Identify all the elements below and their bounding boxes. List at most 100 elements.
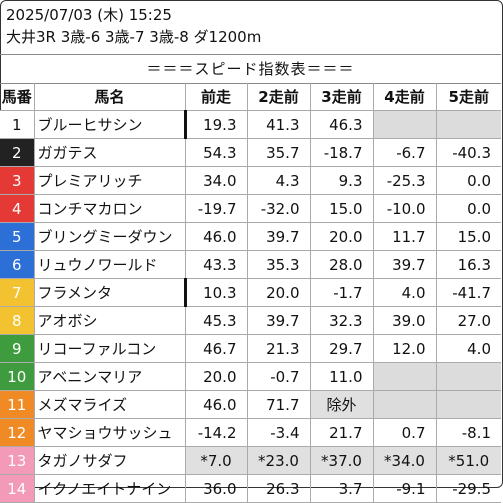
- speed-index-cell: *37.0: [310, 446, 374, 475]
- speed-index-cell: -32.0: [247, 194, 311, 223]
- col-header-name: 馬名: [34, 83, 186, 111]
- speed-index-cell: 4.0: [373, 278, 437, 307]
- speed-index-cell: 45.3: [185, 306, 248, 335]
- table-row: 1 ブルーヒサシン 19.3 41.3 46.3: [0, 110, 501, 139]
- horse-name: ガガテス: [34, 138, 186, 167]
- speed-index-table: 馬番 馬名 前走 2走前 3走前 4走前 5走前 1 ブルーヒサシン 19.3 41.…: [0, 83, 501, 503]
- horse-name: メズマライズ: [34, 390, 186, 419]
- horse-number: 6: [0, 250, 35, 279]
- speed-index-cell: 39.0: [373, 306, 437, 335]
- table-row: 8 アオボシ 45.3 39.7 32.3 39.0 27.0: [0, 306, 501, 335]
- speed-index-cell: 46.0: [185, 390, 248, 419]
- speed-index-cell: -18.7: [310, 138, 374, 167]
- horse-number: 11: [0, 390, 35, 419]
- table-row: 5 ブリングミーダウン 46.0 39.7 20.0 11.7 15.0: [0, 222, 501, 251]
- speed-index-cell: 15.0: [310, 194, 374, 223]
- col-header-4th: 4走前: [373, 83, 437, 111]
- speed-index-cell: 19.3: [185, 110, 248, 139]
- speed-index-cell: *7.0: [185, 446, 248, 475]
- speed-index-cell: [436, 110, 501, 139]
- race-datetime: 2025/07/03 (木) 15:25: [6, 6, 172, 24]
- speed-index-cell: 20.0: [185, 362, 248, 391]
- speed-index-cell: 54.3: [185, 138, 248, 167]
- col-header-2nd: 2走前: [247, 83, 311, 111]
- race-info: 大井3R 3歳-6 3歳-7 3歳-8 ダ1200m: [6, 28, 262, 46]
- horse-number: 4: [0, 194, 35, 223]
- speed-index-cell: -0.7: [247, 362, 311, 391]
- speed-index-cell: 3.7: [310, 474, 374, 503]
- col-header-last: 前走: [185, 83, 248, 111]
- speed-index-cell: *23.0: [247, 446, 311, 475]
- speed-index-cell: 26.3: [247, 474, 311, 503]
- col-header-5th: 5走前: [436, 83, 501, 111]
- horse-name: ヤマショウサッシュ: [34, 418, 186, 447]
- table-row: 14 イクノエイトナイン 36.0 26.3 3.7 -9.1 -29.5: [0, 474, 501, 503]
- table-title: ＝＝＝スピード指数表＝＝＝: [0, 54, 501, 84]
- table-row: 6 リュウノワールド 43.3 35.3 28.0 39.7 16.3: [0, 250, 501, 279]
- header-row: 馬番 馬名 前走 2走前 3走前 4走前 5走前: [0, 83, 501, 111]
- speed-index-cell: 0.7: [373, 418, 437, 447]
- speed-index-cell: [373, 362, 437, 391]
- speed-index-cell: 9.3: [310, 166, 374, 195]
- speed-index-cell: -29.5: [436, 474, 501, 503]
- speed-index-cell: 32.3: [310, 306, 374, 335]
- speed-index-cell: 4.0: [436, 334, 501, 363]
- speed-index-cell: 39.7: [247, 306, 311, 335]
- speed-index-cell: 43.3: [185, 250, 248, 279]
- speed-index-cell: 41.3: [247, 110, 311, 139]
- speed-index-cell: -9.1: [373, 474, 437, 503]
- speed-index-cell: 15.0: [436, 222, 501, 251]
- speed-index-cell: -25.3: [373, 166, 437, 195]
- horse-number: 12: [0, 418, 35, 447]
- speed-index-cell: 10.3: [185, 278, 248, 307]
- speed-index-cell: 16.3: [436, 250, 501, 279]
- table-row: 2 ガガテス 54.3 35.7 -18.7 -6.7 -40.3: [0, 138, 501, 167]
- speed-index-cell: 36.0: [185, 474, 248, 503]
- speed-index-cell: 21.3: [247, 334, 311, 363]
- speed-index-cell: [436, 390, 501, 419]
- speed-index-cell: [373, 110, 437, 139]
- speed-index-cell: *34.0: [373, 446, 437, 475]
- speed-index-cell: -40.3: [436, 138, 501, 167]
- speed-index-cell: -14.2: [185, 418, 248, 447]
- speed-index-cell: 34.0: [185, 166, 248, 195]
- col-header-number: 馬番: [0, 83, 35, 111]
- speed-index-cell: 46.3: [310, 110, 374, 139]
- speed-index-cell: 39.7: [247, 222, 311, 251]
- speed-index-cell: -8.1: [436, 418, 501, 447]
- horse-name: コンチマカロン: [34, 194, 186, 223]
- speed-index-cell: 29.7: [310, 334, 374, 363]
- horse-name: プレミアリッチ: [34, 166, 186, 195]
- speed-index-cell: *51.0: [436, 446, 501, 475]
- horse-number: 7: [0, 278, 35, 307]
- speed-index-cell: -10.0: [373, 194, 437, 223]
- horse-number: 5: [0, 222, 35, 251]
- speed-index-cell: -3.4: [247, 418, 311, 447]
- horse-number: 8: [0, 306, 35, 335]
- col-header-3rd: 3走前: [310, 83, 374, 111]
- table-row: 13 タガノサダフ *7.0 *23.0 *37.0 *34.0 *51.0: [0, 446, 501, 475]
- speed-index-cell: 21.7: [310, 418, 374, 447]
- table-row: 12 ヤマショウサッシュ -14.2 -3.4 21.7 0.7 -8.1: [0, 418, 501, 447]
- horse-name: アベニンマリア: [34, 362, 186, 391]
- speed-index-cell: 35.3: [247, 250, 311, 279]
- speed-index-cell: 除外: [310, 390, 374, 419]
- horse-number: 13: [0, 446, 35, 475]
- horse-name: アオボシ: [34, 306, 186, 335]
- speed-index-cell: 0.0: [436, 166, 501, 195]
- table-row: 4 コンチマカロン -19.7 -32.0 15.0 -10.0 0.0: [0, 194, 501, 223]
- speed-index-cell: 0.0: [436, 194, 501, 223]
- horse-number: 14: [0, 474, 35, 503]
- horse-number: 10: [0, 362, 35, 391]
- speed-index-cell: -19.7: [185, 194, 248, 223]
- horse-name: タガノサダフ: [34, 446, 186, 475]
- table-row: 11 メズマライズ 46.0 71.7 除外: [0, 390, 501, 419]
- speed-index-cell: 27.0: [436, 306, 501, 335]
- table-row: 7 フラメンタ 10.3 20.0 -1.7 4.0 -41.7: [0, 278, 501, 307]
- speed-index-cell: 4.3: [247, 166, 311, 195]
- speed-index-cell: 11.7: [373, 222, 437, 251]
- table-row: 10 アベニンマリア 20.0 -0.7 11.0: [0, 362, 501, 391]
- horse-number: 9: [0, 334, 35, 363]
- speed-index-cell: -1.7: [310, 278, 374, 307]
- speed-index-cell: [436, 362, 501, 391]
